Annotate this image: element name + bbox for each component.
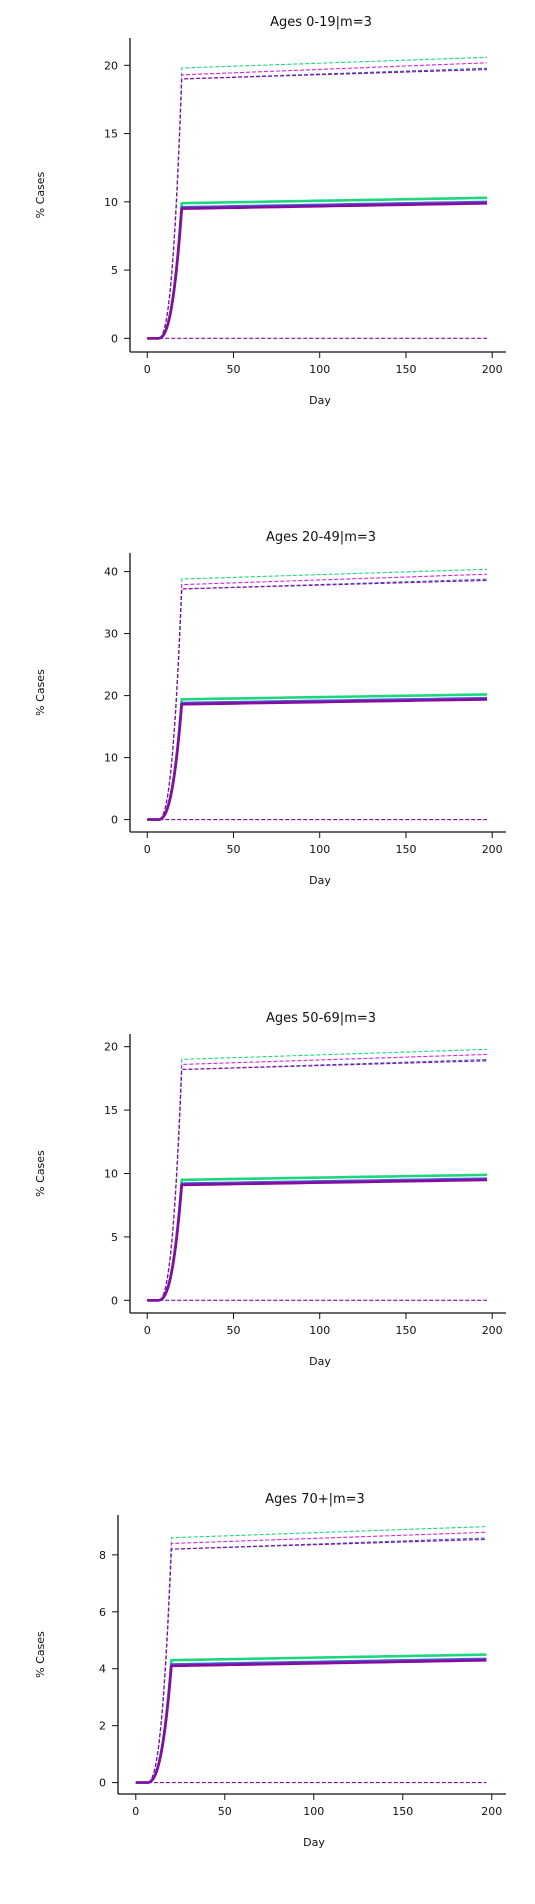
series-line-1 <box>146 693 488 821</box>
series-line-3 <box>135 1658 487 1784</box>
x-tick-label: 100 <box>309 1324 330 1337</box>
x-axis-label: Day <box>303 1836 325 1849</box>
series-line-2 <box>146 200 488 340</box>
series-line-7 <box>147 69 488 339</box>
x-tick-label: 200 <box>481 1805 502 1818</box>
y-tick-label: 20 <box>104 1041 118 1054</box>
subplot-4: Ages 70+|m=3 0 50 100 150 200 0 2 4 6 8 Day % Cases <box>34 1492 506 1849</box>
x-axis-label: Day <box>309 874 331 887</box>
y-axis-label: % Cases <box>34 1631 47 1678</box>
series-group <box>146 56 488 340</box>
y-tick-label: 0 <box>111 332 118 345</box>
x-tick-label: 100 <box>309 843 330 856</box>
x-tick-label: 150 <box>395 363 416 376</box>
x-tick-label: 50 <box>226 1324 240 1337</box>
x-axis-label: Day <box>309 394 331 407</box>
x-tick-label: 0 <box>144 363 151 376</box>
x-tick-label: 200 <box>482 1324 503 1337</box>
x-tick-label: 50 <box>226 363 240 376</box>
y-tick-label: 0 <box>111 1294 118 1307</box>
subplot-2: Ages 20-49|m=3 0 50 100 150 200 0 10 20 30 40 Day % … <box>34 530 506 887</box>
series-group <box>146 568 488 821</box>
series-line-4 <box>147 1048 488 1301</box>
chart-title: Ages 50-69|m=3 <box>266 1011 376 1026</box>
y-tick-label: 4 <box>99 1663 106 1676</box>
series-line-1 <box>146 1173 488 1302</box>
series-line-5 <box>147 573 488 821</box>
y-tick-label: 5 <box>111 264 118 277</box>
series-line-7 <box>147 1060 488 1301</box>
series-line-4 <box>147 568 488 821</box>
y-tick-label: 20 <box>104 690 118 703</box>
y-axis-label: % Cases <box>34 1150 47 1197</box>
series-line-3 <box>146 201 488 340</box>
x-tick-label: 0 <box>144 1324 151 1337</box>
y-tick-label: 15 <box>104 1104 118 1117</box>
x-tick-label: 150 <box>395 843 416 856</box>
series-line-1 <box>146 196 488 340</box>
y-tick-label: 2 <box>99 1720 106 1733</box>
y-tick-label: 6 <box>99 1606 106 1619</box>
y-axis-label: % Cases <box>34 669 47 716</box>
x-tick-label: 50 <box>218 1805 232 1818</box>
y-tick-label: 0 <box>111 814 118 827</box>
subplot-3: Ages 50-69|m=3 0 50 100 150 200 0 5 10 15 20 Day % C… <box>34 1011 506 1368</box>
x-tick-label: 100 <box>303 1805 324 1818</box>
y-tick-label: 10 <box>104 752 118 765</box>
y-tick-label: 5 <box>111 1231 118 1244</box>
subplot-1: Ages 0-19|m=3 0 50 100 150 200 0 5 10 15 20 Day % Ca… <box>34 15 506 407</box>
series-line-7 <box>147 579 488 821</box>
x-axis-label: Day <box>309 1355 331 1368</box>
chart-title: Ages 0-19|m=3 <box>270 15 372 30</box>
series-line-3 <box>146 698 488 821</box>
y-tick-label: 0 <box>99 1777 106 1790</box>
series-group <box>146 1048 488 1302</box>
chart-title: Ages 20-49|m=3 <box>266 530 376 545</box>
series-line-3 <box>146 1178 488 1302</box>
y-tick-label: 10 <box>104 196 118 209</box>
chart-title: Ages 70+|m=3 <box>265 1492 365 1507</box>
y-tick-label: 40 <box>104 566 118 579</box>
series-line-1 <box>135 1653 487 1784</box>
y-tick-label: 15 <box>104 128 118 141</box>
y-axis-label: % Cases <box>34 171 47 218</box>
x-tick-label: 200 <box>482 363 503 376</box>
series-line-2 <box>146 696 488 821</box>
x-tick-label: 0 <box>132 1805 139 1818</box>
x-tick-label: 150 <box>392 1805 413 1818</box>
series-group <box>135 1526 487 1784</box>
series-line-7 <box>135 1538 487 1784</box>
x-tick-label: 150 <box>395 1324 416 1337</box>
y-tick-label: 8 <box>99 1549 106 1562</box>
x-tick-label: 200 <box>482 843 503 856</box>
y-tick-label: 20 <box>104 59 118 72</box>
series-line-2 <box>146 1177 488 1302</box>
x-tick-label: 50 <box>226 843 240 856</box>
y-tick-label: 10 <box>104 1168 118 1181</box>
x-tick-label: 0 <box>144 843 151 856</box>
series-line-2 <box>135 1657 487 1784</box>
y-tick-label: 30 <box>104 628 118 641</box>
x-tick-label: 100 <box>309 363 330 376</box>
